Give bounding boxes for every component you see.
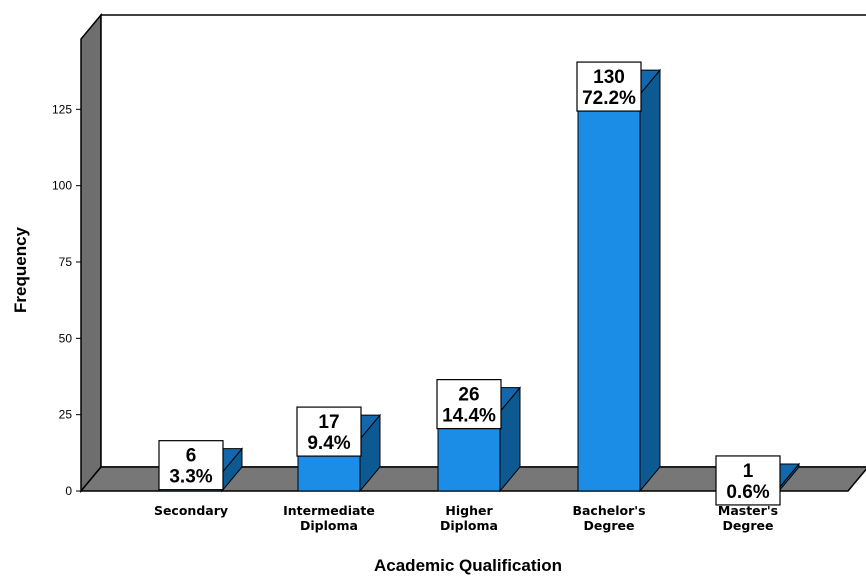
x-tick-label: Secondary (154, 503, 228, 518)
data-label-percent: 9.4% (307, 433, 350, 454)
bar-3 (576, 68, 662, 493)
data-label-count: 1 (743, 461, 754, 482)
x-tick-label: Master's (718, 503, 778, 518)
x-tick-label: Degree (723, 518, 774, 533)
data-label-count: 26 (458, 385, 479, 406)
x-tick-label: Bachelor's (572, 503, 645, 518)
data-label-box (576, 61, 642, 112)
data-label-percent: 14.4% (442, 406, 496, 427)
y-axis-title: Frequency (11, 226, 30, 313)
x-tick-label: Diploma (300, 518, 358, 533)
y-tick-label: 125 (52, 102, 72, 116)
y-tick-label: 75 (59, 255, 73, 269)
x-tick-label: Diploma (440, 518, 498, 533)
data-label-4: 10.6% (715, 455, 781, 506)
x-tick-label: Intermediate (283, 503, 375, 518)
data-label-box (296, 406, 362, 457)
data-label-count: 17 (318, 412, 339, 433)
x-tick-label: Degree (584, 518, 635, 533)
left-side-wall (80, 12, 102, 494)
data-label-percent: 72.2% (582, 88, 636, 109)
data-label-count: 130 (593, 67, 625, 88)
y-tick-label: 0 (65, 484, 72, 498)
data-label-1: 179.4% (296, 406, 362, 457)
y-tick-label: 25 (59, 408, 73, 422)
y-tick-label: 100 (52, 179, 72, 193)
data-label-percent: 3.3% (169, 467, 212, 488)
data-label-0: 63.3% (158, 440, 224, 491)
y-axis: 0 25 50 75 100 125 (52, 102, 81, 498)
x-tick-label: Higher (445, 503, 493, 518)
bar-front-face (577, 93, 641, 492)
data-label-box (436, 379, 502, 430)
data-label-count: 6 (186, 446, 197, 467)
x-axis-title: Academic Qualification (374, 556, 562, 575)
y-tick-label: 50 (59, 331, 73, 345)
x-axis: Secondary IntermediateDiplomaHigherDiplom… (154, 503, 778, 533)
bar-side-face (639, 68, 661, 493)
data-label-percent: 0.6% (726, 482, 769, 503)
data-label-box (158, 440, 224, 491)
data-label-box (715, 455, 781, 506)
